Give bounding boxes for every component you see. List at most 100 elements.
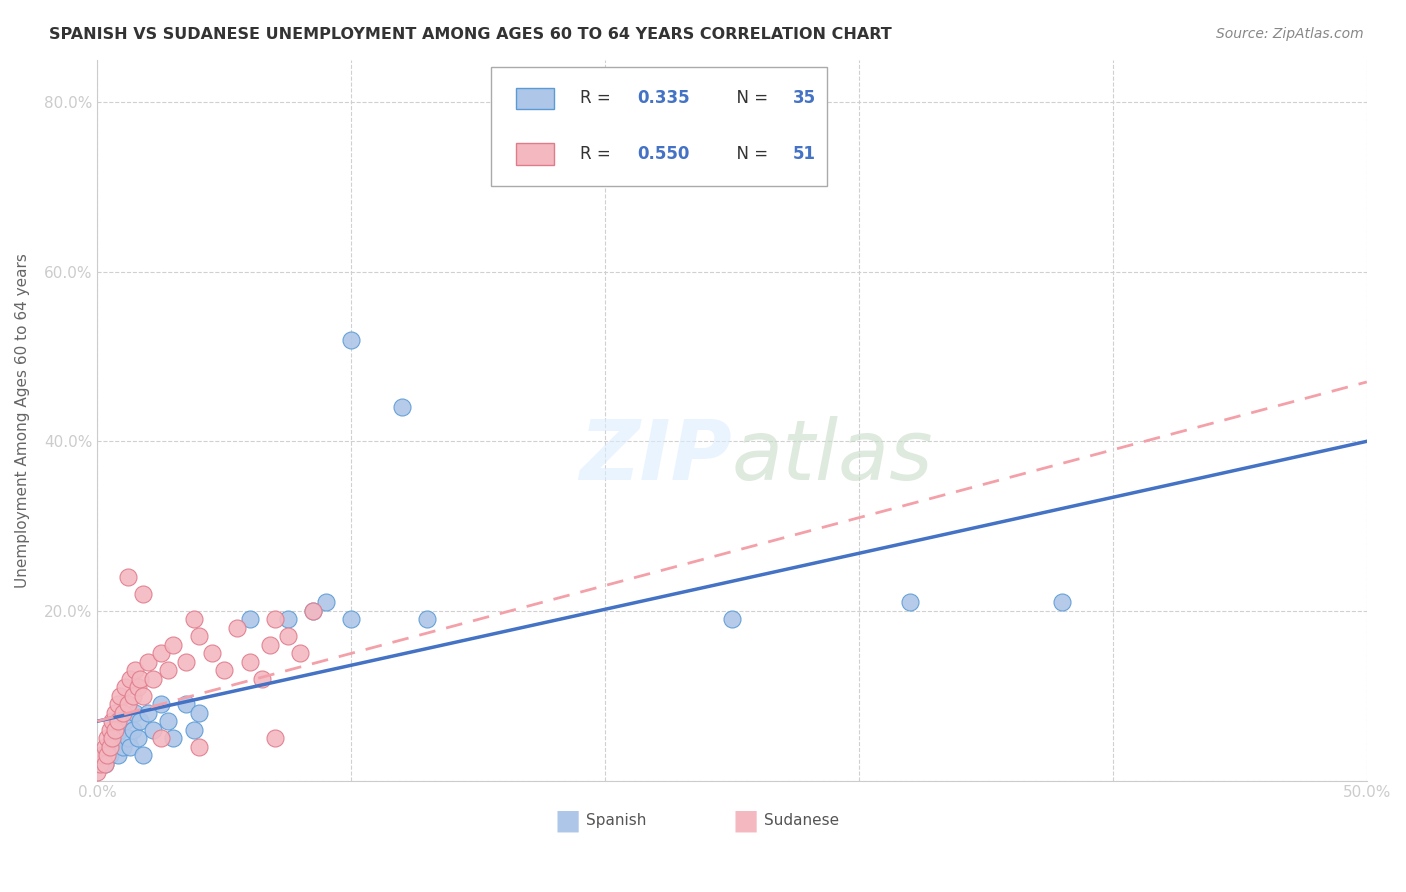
- Point: [136, 706, 159, 720]
- Point: [129, 672, 152, 686]
- Point: [264, 731, 287, 746]
- Point: [120, 672, 142, 686]
- Point: [416, 612, 439, 626]
- Point: [157, 714, 180, 729]
- Point: [96, 731, 118, 746]
- Point: [127, 731, 149, 746]
- Point: [149, 646, 172, 660]
- Text: Source: ZipAtlas.com: Source: ZipAtlas.com: [1216, 27, 1364, 41]
- Point: [174, 698, 197, 712]
- Point: [277, 629, 299, 643]
- Point: [239, 655, 262, 669]
- Point: [96, 748, 118, 763]
- Point: [104, 706, 127, 720]
- Point: [252, 672, 274, 686]
- Text: 35: 35: [793, 89, 815, 107]
- Point: [136, 655, 159, 669]
- Point: [121, 723, 143, 737]
- Point: [107, 698, 129, 712]
- Point: [340, 333, 363, 347]
- Point: [98, 723, 121, 737]
- Point: [86, 765, 108, 780]
- Point: [107, 748, 129, 763]
- Point: [593, 145, 616, 160]
- Point: [898, 595, 921, 609]
- Point: [121, 689, 143, 703]
- Point: [124, 706, 146, 720]
- Point: [101, 731, 124, 746]
- Point: [183, 723, 205, 737]
- Text: 0.335: 0.335: [637, 89, 689, 107]
- Point: [124, 664, 146, 678]
- Point: [108, 689, 131, 703]
- Point: [391, 401, 413, 415]
- Point: [129, 714, 152, 729]
- Point: [132, 689, 155, 703]
- Y-axis label: Unemployment Among Ages 60 to 64 years: Unemployment Among Ages 60 to 64 years: [15, 252, 30, 588]
- Point: [132, 587, 155, 601]
- Point: [114, 681, 136, 695]
- Point: [340, 612, 363, 626]
- FancyBboxPatch shape: [516, 87, 554, 109]
- Point: [302, 604, 325, 618]
- Point: [277, 612, 299, 626]
- Point: [94, 756, 117, 771]
- Text: atlas: atlas: [733, 416, 934, 497]
- Point: [212, 664, 235, 678]
- Text: ZIP: ZIP: [579, 416, 733, 497]
- Point: [264, 612, 287, 626]
- Point: [117, 570, 139, 584]
- Point: [101, 714, 124, 729]
- Point: [315, 595, 337, 609]
- Point: [132, 748, 155, 763]
- Point: [187, 739, 209, 754]
- Point: [187, 629, 209, 643]
- Point: [108, 723, 131, 737]
- Point: [89, 756, 111, 771]
- Point: [127, 681, 149, 695]
- Point: [114, 714, 136, 729]
- Point: [117, 731, 139, 746]
- Text: ■: ■: [733, 806, 758, 834]
- FancyBboxPatch shape: [491, 67, 827, 186]
- Text: Sudanese: Sudanese: [763, 813, 839, 828]
- Text: N =: N =: [725, 89, 773, 107]
- Point: [107, 714, 129, 729]
- Point: [94, 739, 117, 754]
- Point: [98, 748, 121, 763]
- Point: [1050, 595, 1073, 609]
- Text: 51: 51: [793, 145, 815, 163]
- Text: R =: R =: [579, 89, 616, 107]
- Point: [302, 604, 325, 618]
- Point: [101, 739, 124, 754]
- Point: [98, 739, 121, 754]
- Point: [111, 706, 134, 720]
- Point: [94, 756, 117, 771]
- Point: [290, 646, 312, 660]
- Point: [149, 731, 172, 746]
- Point: [104, 723, 127, 737]
- Point: [162, 731, 184, 746]
- Point: [721, 612, 744, 626]
- Text: 0.550: 0.550: [637, 145, 689, 163]
- Text: N =: N =: [725, 145, 773, 163]
- Point: [91, 748, 114, 763]
- Point: [183, 612, 205, 626]
- Point: [174, 655, 197, 669]
- Point: [142, 723, 165, 737]
- Point: [200, 646, 222, 660]
- Point: [239, 612, 262, 626]
- Point: [120, 739, 142, 754]
- FancyBboxPatch shape: [516, 144, 554, 165]
- Point: [104, 731, 127, 746]
- Point: [111, 739, 134, 754]
- Point: [142, 672, 165, 686]
- Text: SPANISH VS SUDANESE UNEMPLOYMENT AMONG AGES 60 TO 64 YEARS CORRELATION CHART: SPANISH VS SUDANESE UNEMPLOYMENT AMONG A…: [49, 27, 891, 42]
- Point: [259, 638, 281, 652]
- Point: [117, 698, 139, 712]
- Point: [157, 664, 180, 678]
- Point: [225, 621, 247, 635]
- Text: R =: R =: [579, 145, 616, 163]
- Point: [149, 698, 172, 712]
- Point: [162, 638, 184, 652]
